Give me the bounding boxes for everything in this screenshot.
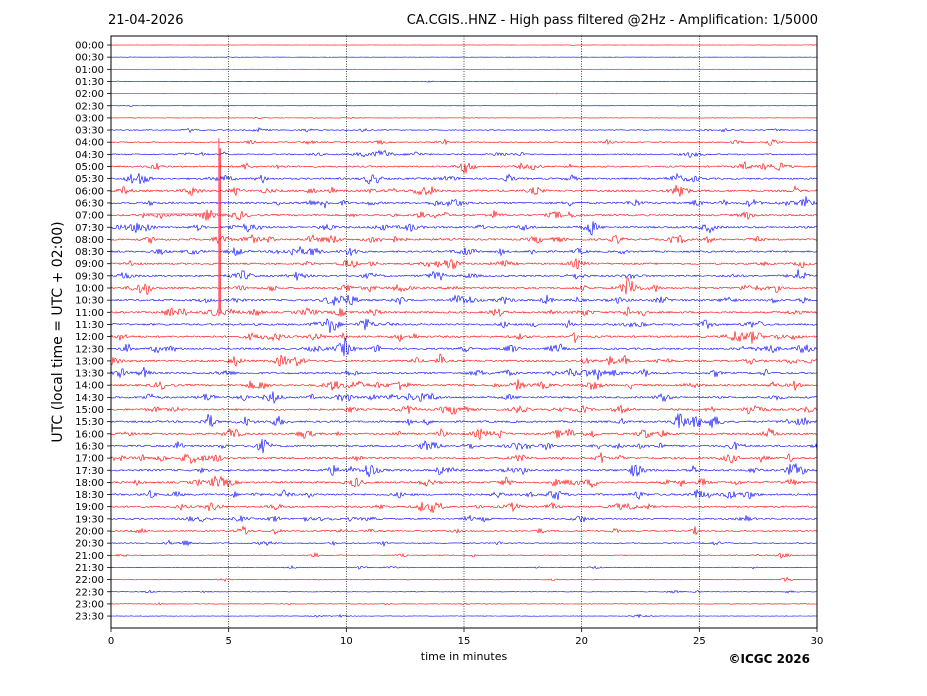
y-tick-label: 00:00 bbox=[75, 41, 104, 52]
trace-row-0830 bbox=[110, 245, 818, 257]
x-tick-label: 10 bbox=[340, 636, 353, 647]
y-tick-label: 16:30 bbox=[75, 441, 104, 452]
y-tick-label: 12:00 bbox=[75, 332, 104, 343]
trace-row-1430 bbox=[110, 391, 818, 404]
trace-row-1730 bbox=[110, 463, 818, 478]
y-tick-label: 20:30 bbox=[75, 539, 104, 550]
y-tick-label: 17:00 bbox=[75, 454, 104, 465]
y-tick-label: 15:00 bbox=[75, 405, 104, 416]
x-tick-label: 0 bbox=[108, 636, 114, 647]
y-tick-label: 07:00 bbox=[75, 211, 104, 222]
y-tick-label: 03:30 bbox=[75, 126, 104, 137]
trace-row-0600 bbox=[110, 184, 818, 197]
x-tick-labels: 0 5 10 15 20 25 30 bbox=[108, 628, 824, 647]
x-tick-label: 30 bbox=[811, 636, 824, 647]
trace-row-0330 bbox=[110, 127, 818, 133]
trace-row-1230 bbox=[110, 337, 818, 357]
y-tick-label: 11:00 bbox=[75, 308, 104, 319]
trace-row-1500 bbox=[110, 404, 818, 415]
y-tick-label: 21:30 bbox=[75, 563, 104, 574]
trace-row-1800 bbox=[110, 475, 818, 489]
x-tick-label: 5 bbox=[225, 636, 231, 647]
y-tick-label: 16:00 bbox=[75, 429, 104, 440]
trace-row-1100 bbox=[110, 306, 818, 318]
trace-row-2030 bbox=[110, 539, 818, 548]
trace-row-1300 bbox=[110, 353, 818, 367]
y-tick-label: 19:30 bbox=[75, 514, 104, 525]
trace-row-1130 bbox=[110, 318, 818, 334]
trace-row-1700 bbox=[110, 452, 818, 465]
y-tick-label: 15:30 bbox=[75, 417, 104, 428]
y-tick-label: 14:30 bbox=[75, 393, 104, 404]
x-tick-label: 25 bbox=[693, 636, 706, 647]
y-tick-label: 23:30 bbox=[75, 612, 104, 623]
trace-row-1030 bbox=[110, 294, 818, 306]
vertical-gridlines bbox=[228, 36, 700, 628]
y-tick-label: 14:00 bbox=[75, 381, 104, 392]
trace-row-2100 bbox=[110, 551, 818, 559]
trace-row-1900 bbox=[110, 501, 818, 513]
y-tick-label: 22:00 bbox=[75, 575, 104, 586]
y-tick-label: 01:00 bbox=[75, 65, 104, 76]
trace-row-0800 bbox=[110, 233, 818, 245]
trace-row-0030 bbox=[110, 56, 818, 58]
y-tick-label: 04:30 bbox=[75, 150, 104, 161]
trace-row-0700 bbox=[110, 209, 818, 221]
y-tick-label: 12:30 bbox=[75, 344, 104, 355]
y-tick-label: 23:00 bbox=[75, 599, 104, 610]
y-tick-label: 05:30 bbox=[75, 174, 104, 185]
y-tick-label: 10:00 bbox=[75, 284, 104, 295]
y-tick-label: 18:00 bbox=[75, 478, 104, 489]
y-tick-label: 07:30 bbox=[75, 223, 104, 234]
trace-row-2000 bbox=[110, 525, 818, 536]
y-tick-label: 08:30 bbox=[75, 247, 104, 258]
y-tick-label: 00:30 bbox=[75, 53, 104, 64]
trace-row-0630 bbox=[110, 196, 818, 209]
y-tick-label: 09:30 bbox=[75, 271, 104, 282]
trace-row-0230 bbox=[110, 104, 818, 107]
y-tick-label: 17:30 bbox=[75, 466, 104, 477]
trace-row-0000 bbox=[110, 44, 818, 46]
trace-row-0930 bbox=[110, 269, 818, 281]
y-tick-label: 05:00 bbox=[75, 162, 104, 173]
date-label: 21-04-2026 bbox=[108, 13, 184, 28]
chart-title: CA.CGIS..HNZ - High pass filtered @2Hz -… bbox=[407, 13, 818, 28]
y-tick-label: 02:00 bbox=[75, 89, 104, 100]
y-tick-label: 06:00 bbox=[75, 186, 104, 197]
trace-row-1830 bbox=[110, 489, 818, 501]
y-tick-label: 10:30 bbox=[75, 296, 104, 307]
x-tick-label: 20 bbox=[575, 636, 588, 647]
x-tick-label: 15 bbox=[458, 636, 471, 647]
y-tick-label: 09:00 bbox=[75, 259, 104, 270]
trace-row-1530 bbox=[110, 413, 818, 429]
y-tick-label: 19:00 bbox=[75, 502, 104, 513]
trace-row-2330 bbox=[110, 613, 818, 619]
trace-row-2230 bbox=[110, 589, 818, 594]
x-axis-label: time in minutes bbox=[421, 650, 508, 663]
trace-row-0300 bbox=[110, 117, 818, 119]
y-axis-label: UTC (local time = UTC + 02:00) bbox=[50, 221, 66, 442]
y-tick-label: 06:30 bbox=[75, 198, 104, 209]
y-tick-label: 03:00 bbox=[75, 113, 104, 124]
copyright-label: ©ICGC 2026 bbox=[728, 652, 810, 666]
y-tick-label: 13:00 bbox=[75, 356, 104, 367]
trace-row-0530 bbox=[110, 172, 818, 185]
y-tick-label: 18:30 bbox=[75, 490, 104, 501]
y-tick-label: 04:00 bbox=[75, 138, 104, 149]
y-tick-label: 20:00 bbox=[75, 527, 104, 538]
y-tick-label: 22:30 bbox=[75, 587, 104, 598]
y-tick-label: 01:30 bbox=[75, 77, 104, 88]
y-tick-label: 08:00 bbox=[75, 235, 104, 246]
trace-row-2130 bbox=[110, 564, 818, 570]
y-tick-label: 02:30 bbox=[75, 101, 104, 112]
y-tick-label: 21:00 bbox=[75, 551, 104, 562]
trace-row-0500 bbox=[110, 160, 818, 174]
trace-row-0400 bbox=[110, 138, 818, 146]
trace-row-2200 bbox=[110, 577, 818, 583]
y-tick-label: 13:30 bbox=[75, 369, 104, 380]
y-tick-label: 11:30 bbox=[75, 320, 104, 331]
trace-row-0730 bbox=[110, 221, 818, 236]
